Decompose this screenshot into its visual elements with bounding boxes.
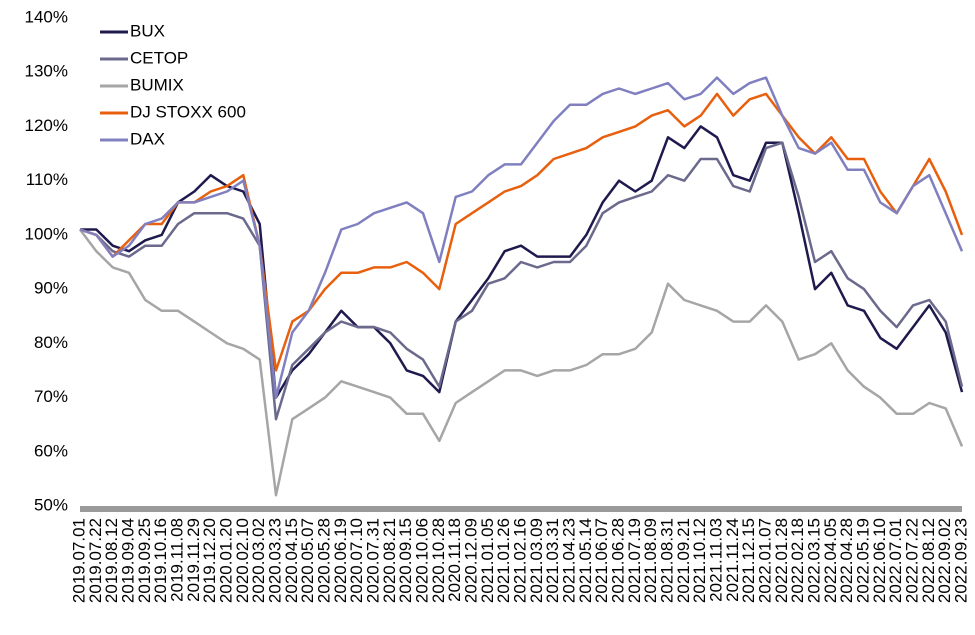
x-tick-label: 2021.05.14 [576, 518, 595, 603]
x-tick-label: 2020.04.15 [282, 518, 301, 603]
x-tick-label: 2020.09.15 [396, 518, 415, 603]
y-tick-label: 100% [25, 224, 68, 243]
x-tick-label: 2021.11.24 [723, 518, 742, 602]
y-tick-label: 60% [34, 441, 68, 460]
x-tick-label: 2022.04.28 [837, 518, 856, 603]
x-tick-label: 2020.05.07 [298, 518, 317, 603]
y-tick-label: 50% [34, 495, 68, 514]
x-tick-label: 2020.10.06 [412, 518, 431, 603]
x-tick-label: 2022.05.19 [853, 518, 872, 603]
x-tick-label: 2021.06.28 [608, 518, 627, 603]
y-tick-label: 110% [26, 170, 68, 189]
legend-label: CETOP [130, 48, 188, 67]
legend-label: BUMIX [130, 75, 184, 94]
x-tick-label: 2021.10.12 [690, 518, 709, 603]
x-tick-label: 2020.12.09 [461, 518, 480, 603]
x-tick-label: 2019.11.29 [184, 518, 203, 602]
legend-label: DAX [130, 129, 165, 148]
x-tick-label: 2022.09.02 [935, 518, 954, 603]
x-tick-label: 2021.01.05 [478, 518, 497, 603]
x-tick-label: 2022.09.23 [951, 518, 970, 603]
legend-label: BUX [130, 21, 165, 40]
x-tick-label: 2021.09.21 [674, 518, 693, 603]
x-tick-label: 2022.04.05 [821, 518, 840, 603]
x-tick-label: 2020.01.20 [216, 518, 235, 603]
x-tick-label: 2020.08.21 [380, 518, 399, 603]
legend-label: DJ STOXX 600 [130, 102, 246, 121]
series-line [79, 228, 964, 497]
x-tick-label: 2021.04.23 [559, 518, 578, 603]
y-tick-label: 140% [25, 7, 68, 26]
y-tick-label: 70% [34, 387, 68, 406]
y-tick-label: 120% [25, 116, 68, 135]
x-tick-label: 2022.07.01 [886, 518, 905, 603]
x-tick-label: 2020.05.28 [314, 518, 333, 603]
series-line [79, 76, 964, 399]
x-tick-label: 2021.03.31 [543, 518, 562, 603]
x-tick-label: 2021.07.19 [625, 518, 644, 603]
x-tick-label: 2022.02.18 [788, 518, 807, 603]
x-tick-label: 2019.09.25 [135, 518, 154, 603]
x-tick-label: 2020.07.10 [347, 518, 366, 603]
x-tick-label: 2020.11.18 [445, 518, 464, 602]
x-tick-label: 2020.03.23 [265, 518, 284, 603]
x-tick-label: 2021.08.31 [657, 518, 676, 603]
y-tick-label: 90% [34, 279, 68, 298]
x-tick-label: 2019.11.08 [167, 518, 186, 602]
x-tick-label: 2019.09.04 [118, 518, 137, 603]
x-tick-label: 2022.06.10 [870, 518, 889, 603]
x-tick-label: 2019.10.16 [151, 518, 170, 603]
x-tick-label: 2022.03.15 [804, 518, 823, 603]
x-tick-label: 2021.02.16 [510, 518, 529, 603]
x-tick-label: 2022.08.12 [919, 518, 938, 603]
x-tick-label: 2020.02.10 [233, 518, 252, 603]
x-tick-label: 2019.12.20 [200, 518, 219, 603]
x-tick-label: 2019.07.01 [69, 518, 88, 603]
series-line [79, 92, 964, 372]
x-tick-label: 2020.10.28 [429, 518, 448, 603]
x-tick-label: 2019.07.22 [86, 518, 105, 603]
x-tick-label: 2021.03.09 [527, 518, 546, 603]
x-tick-label: 2021.12.15 [739, 518, 758, 603]
x-tick-label: 2020.03.02 [249, 518, 268, 603]
x-tick-label: 2021.06.07 [592, 518, 611, 603]
x-tick-label: 2022.07.22 [902, 518, 921, 603]
x-tick-label: 2021.08.09 [641, 518, 660, 603]
x-tick-label: 2022.01.28 [772, 518, 791, 603]
x-tick-label: 2022.01.07 [755, 518, 774, 603]
series-line [79, 141, 964, 421]
x-tick-label: 2021.11.03 [706, 518, 725, 602]
y-tick-label: 80% [34, 333, 68, 352]
y-tick-label: 130% [25, 62, 68, 81]
x-tick-label: 2019.08.12 [102, 518, 121, 603]
x-tick-label: 2020.06.19 [331, 518, 350, 603]
x-tick-label: 2020.07.31 [363, 518, 382, 603]
x-tick-label: 2021.01.26 [494, 518, 513, 603]
